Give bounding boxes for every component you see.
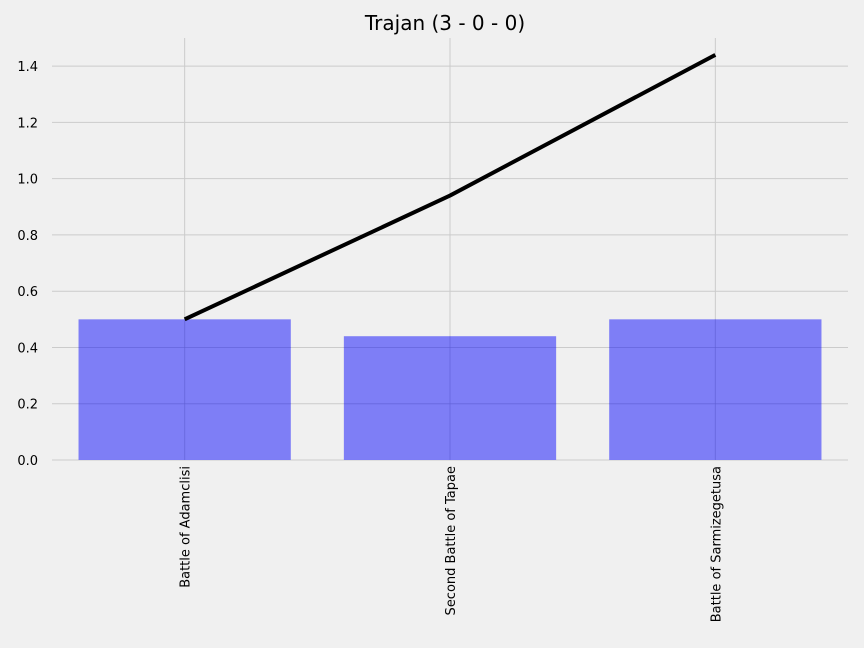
y-tick-label: 1.0	[17, 173, 38, 188]
y-tick-label: 0.4	[17, 341, 38, 356]
x-tick-label: Second Battle of Tapae	[444, 466, 459, 615]
chart-title: Trajan (3 - 0 - 0)	[364, 11, 525, 35]
line-path	[183, 53, 717, 322]
bars	[78, 319, 822, 460]
y-tick-label: 0.6	[17, 285, 38, 300]
y-tick-label: 1.4	[17, 60, 38, 75]
x-tick-label: Battle of Adamclisi	[179, 466, 194, 588]
y-tick-label: 0.0	[17, 454, 38, 469]
x-tick-label: Battle of Sarmizegetusa	[709, 466, 724, 622]
y-tick-label: 0.8	[17, 229, 38, 244]
y-tick-label: 0.2	[17, 398, 38, 413]
x-axis: Battle of Adamclisi Second Battle of Tapa…	[179, 466, 725, 622]
y-tick-label: 1.2	[17, 116, 38, 131]
y-axis: 0.0 0.2 0.4 0.6 0.8 1.0 1.2 1.4	[17, 60, 38, 469]
line-series	[183, 53, 717, 322]
